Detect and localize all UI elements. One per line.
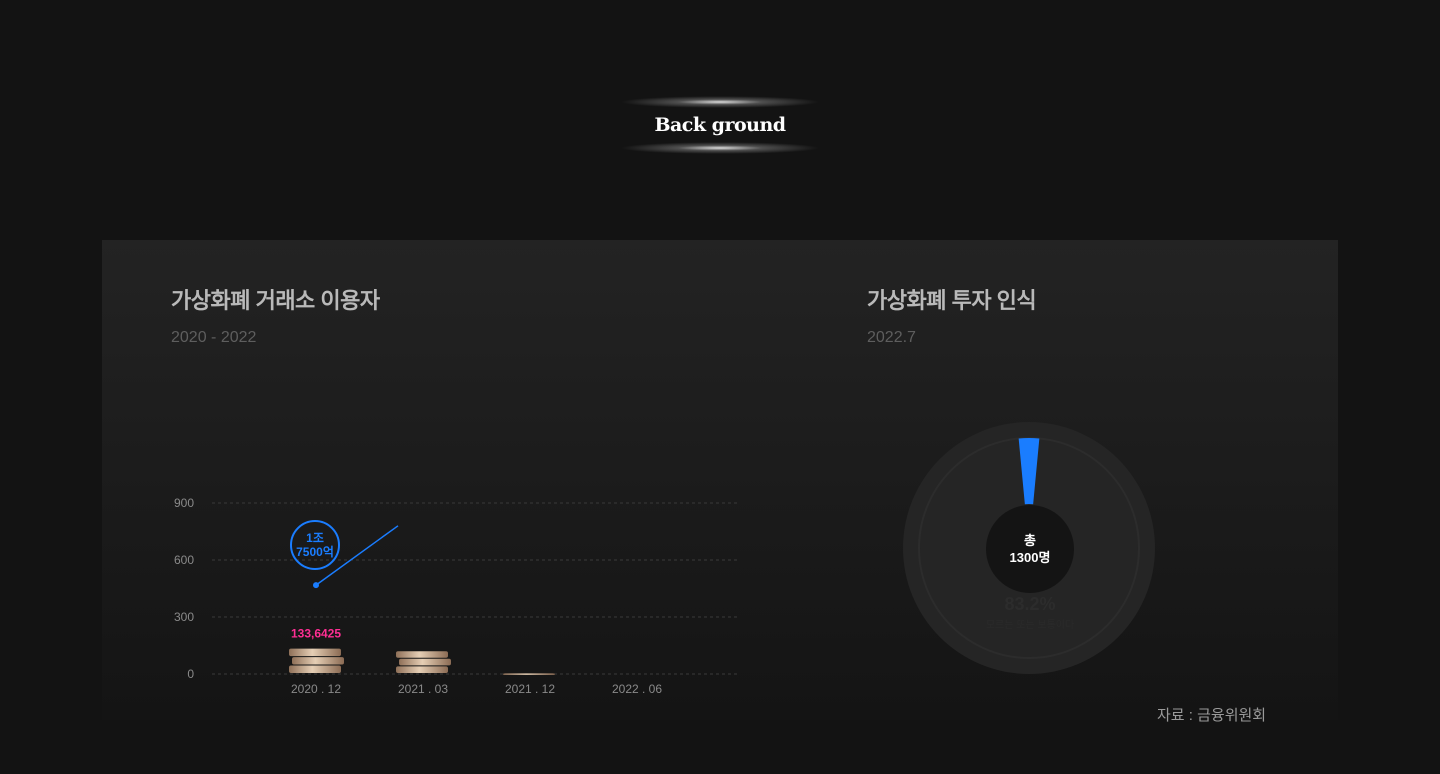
section-title: Back ground [654, 114, 786, 136]
donut-slice [1018, 437, 1040, 505]
callout-line-2: 7500억 [296, 545, 334, 559]
bar-data-label: 133,6425 [291, 627, 341, 641]
x-tick-label: 2021 . 12 [505, 682, 555, 696]
coin [396, 666, 448, 673]
coin [503, 673, 555, 675]
donut-center-line-2: 1300명 [1009, 550, 1051, 565]
heading-glow-top [620, 96, 820, 108]
coin [292, 657, 344, 665]
left-card-subtitle: 2020 - 2022 [171, 329, 257, 346]
source-note: 자료 : 금융위원회 [1157, 707, 1267, 724]
x-tick-label: 2022 . 06 [612, 682, 662, 696]
coin [396, 651, 448, 658]
y-tick-label: 300 [174, 610, 194, 624]
y-tick-label: 900 [174, 496, 194, 510]
donut-highlight-note: 모르는 또는 보통이다 [985, 620, 1075, 631]
right-card-subtitle: 2022.7 [867, 329, 916, 346]
total-amount-callout: 1조 7500억 [290, 520, 340, 570]
coin [399, 658, 451, 666]
right-card-title: 가상화폐 투자 인식 [867, 288, 1037, 313]
donut-highlight-pct: 83.2% [1004, 594, 1056, 614]
callout-line-1: 1조 [306, 531, 324, 545]
y-tick-label: 0 [187, 667, 194, 681]
coin-stack-bar [289, 648, 344, 673]
heading-glow-bottom [620, 142, 820, 154]
coin-stack-bar [503, 673, 555, 675]
coin-stack-bar [396, 651, 451, 673]
trend-line [315, 525, 399, 586]
left-card-title: 가상화폐 거래소 이용자 [171, 288, 380, 313]
donut-center-line-1: 총 [1024, 533, 1036, 548]
y-tick-label: 600 [174, 553, 194, 567]
x-tick-label: 2021 . 03 [398, 682, 448, 696]
x-tick-label: 2020 . 12 [291, 682, 341, 696]
section-heading: Back ground [620, 96, 820, 154]
coin [289, 665, 341, 673]
donut-center-label: 총 1300명 [986, 505, 1074, 593]
trend-point [313, 582, 319, 589]
coin [289, 648, 341, 657]
